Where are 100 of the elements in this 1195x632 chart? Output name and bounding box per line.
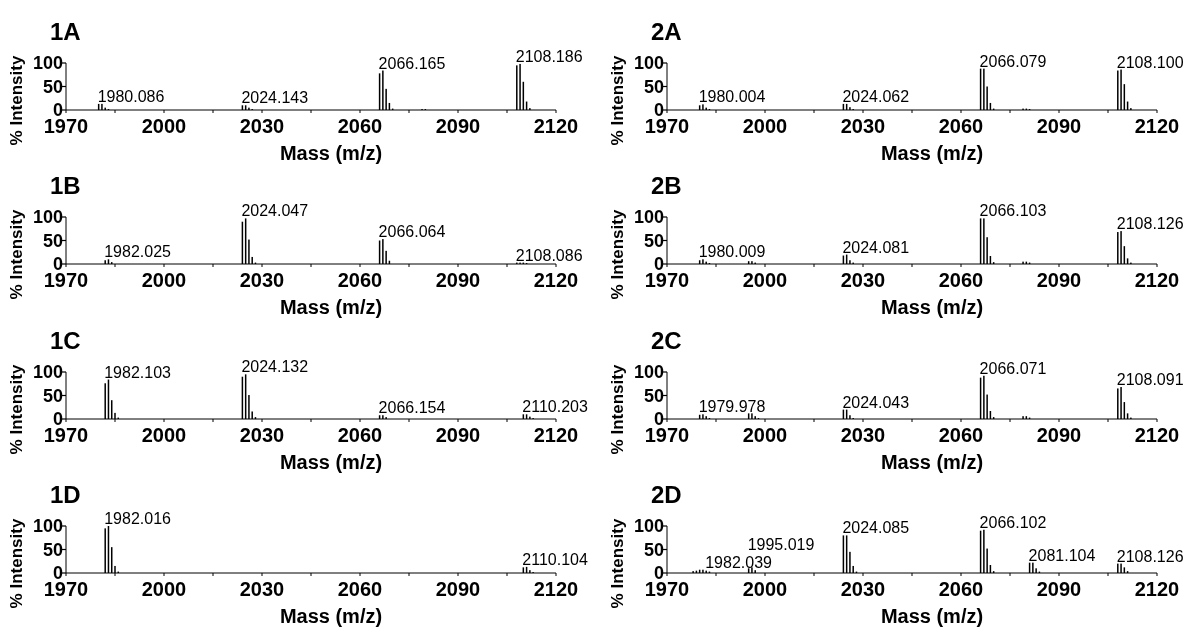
annotation: 2108.126: [1116, 547, 1184, 565]
annotation: 2066.064: [378, 223, 446, 241]
annotation: 1982.025: [104, 243, 172, 261]
annotation: 2108.100: [1116, 53, 1184, 71]
annotation: 2108.091: [1116, 371, 1184, 389]
annotation: 2081.104: [1028, 546, 1096, 564]
x-tick-label: 2120: [533, 578, 579, 600]
x-axis-title: Mass (m/z): [880, 142, 984, 164]
x-tick-label: 2000: [742, 578, 788, 600]
chart-title: 2D: [651, 481, 682, 508]
x-tick-label: 2030: [239, 578, 285, 600]
x-tick-label: 2000: [742, 269, 788, 291]
y-axis-title: % Intensity: [7, 518, 26, 609]
annotation: 2024.062: [842, 87, 910, 105]
y-tick-label: 100: [633, 53, 664, 73]
annotation: 2066.071: [979, 359, 1047, 377]
x-tick-label: 2120: [533, 424, 579, 446]
y-tick-label: 50: [643, 539, 664, 560]
y-tick-label: 50: [643, 385, 664, 406]
x-tick-label: 2060: [337, 424, 383, 446]
chart-title: 1C: [50, 327, 81, 354]
x-tick-label: 2120: [1134, 424, 1180, 446]
y-axis-title: % Intensity: [7, 364, 26, 455]
y-axis-title: % Intensity: [608, 364, 627, 455]
x-tick-label: 2090: [435, 115, 481, 137]
x-tick-label: 2090: [435, 269, 481, 291]
chart-title: 1D: [50, 481, 81, 508]
x-tick-label: 2060: [938, 269, 984, 291]
x-tick-label: 2000: [141, 269, 187, 291]
y-tick-label: 100: [633, 207, 664, 227]
annotation: 2110.104: [522, 550, 588, 568]
annotation: 2108.186: [515, 47, 583, 65]
x-tick-label: 2120: [533, 269, 579, 291]
annotation: 2024.047: [241, 202, 309, 220]
x-tick-label: 2090: [435, 424, 481, 446]
annotation: 2066.079: [979, 52, 1047, 70]
y-tick-label: 50: [643, 76, 664, 97]
annotation: 2024.132: [241, 358, 309, 376]
x-tick-label: 2120: [533, 115, 579, 137]
x-tick-label: 2060: [938, 424, 984, 446]
x-tick-label: 2120: [1134, 578, 1180, 600]
y-tick-label: 50: [643, 230, 664, 251]
x-tick-label: 2090: [1036, 269, 1082, 291]
annotation: 1980.009: [698, 243, 766, 261]
y-tick-label: 100: [633, 362, 664, 382]
y-tick-label: 100: [32, 516, 63, 536]
annotation: 2024.081: [842, 238, 910, 256]
x-tick-label: 2030: [840, 115, 886, 137]
annotation: 2110.203: [522, 398, 588, 416]
chart-title: 2B: [651, 172, 682, 199]
x-axis-title: Mass (m/z): [880, 605, 984, 627]
x-tick-label: 2090: [1036, 424, 1082, 446]
y-tick-label: 100: [32, 207, 63, 227]
annotation: 2066.165: [378, 54, 446, 72]
y-axis-title: % Intensity: [7, 209, 26, 300]
y-tick-label: 100: [633, 516, 664, 536]
annotation: 2024.043: [842, 393, 910, 411]
x-tick-label: 2030: [239, 269, 285, 291]
annotation: 1980.086: [97, 87, 165, 105]
x-tick-label: 2030: [840, 269, 886, 291]
annotation: 1980.004: [698, 88, 766, 106]
x-tick-label: 2120: [1134, 269, 1180, 291]
annotation: 2066.154: [378, 399, 446, 417]
annotation: 1982.016: [104, 510, 172, 527]
annotation: 2108.126: [1116, 215, 1184, 233]
annotation: 2024.085: [842, 519, 910, 537]
x-tick-label: 2090: [1036, 115, 1082, 137]
x-axis-title: Mass (m/z): [880, 296, 984, 318]
y-tick-label: 50: [42, 230, 63, 251]
chart-title: 1A: [50, 18, 81, 45]
x-tick-label: 2030: [239, 115, 285, 137]
x-tick-label: 2060: [938, 115, 984, 137]
annotation: 1995.019: [747, 535, 815, 553]
chart-title: 2A: [651, 18, 682, 45]
annotation: 1982.039: [705, 553, 773, 571]
x-tick-label: 2120: [1134, 115, 1180, 137]
x-axis-title: Mass (m/z): [279, 142, 383, 164]
y-axis-title: % Intensity: [7, 55, 26, 146]
y-tick-label: 100: [32, 53, 63, 73]
annotation: 1979.978: [698, 398, 766, 416]
y-tick-label: 100: [32, 362, 63, 382]
annotation: 2066.102: [979, 513, 1047, 531]
y-tick-label: 50: [42, 385, 63, 406]
y-tick-label: 50: [42, 539, 63, 560]
y-axis-title: % Intensity: [608, 209, 627, 300]
x-tick-label: 2000: [141, 115, 187, 137]
x-tick-label: 2060: [938, 578, 984, 600]
y-tick-label: 50: [42, 76, 63, 97]
y-axis-title: % Intensity: [608, 518, 627, 609]
x-tick-label: 2060: [337, 115, 383, 137]
x-tick-label: 2030: [840, 578, 886, 600]
x-axis-title: Mass (m/z): [279, 605, 383, 627]
x-axis-title: Mass (m/z): [880, 451, 984, 473]
y-axis-title: % Intensity: [608, 55, 627, 146]
x-tick-label: 2000: [742, 424, 788, 446]
x-tick-label: 2030: [840, 424, 886, 446]
annotation: 2024.143: [241, 89, 309, 107]
chart-title: 2C: [651, 327, 682, 354]
x-tick-label: 2000: [141, 578, 187, 600]
x-axis-title: Mass (m/z): [279, 451, 383, 473]
